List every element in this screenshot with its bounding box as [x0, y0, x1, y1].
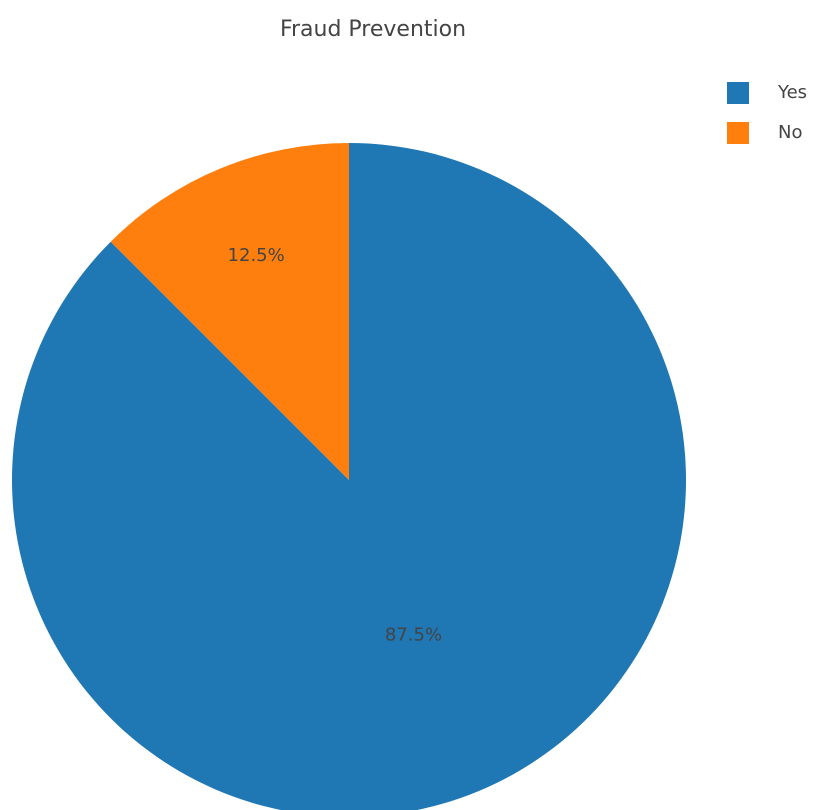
- pie-slice: [110, 143, 349, 480]
- legend-swatch: [727, 122, 749, 144]
- legend-label: No: [778, 122, 802, 143]
- legend-label: Yes: [777, 82, 807, 103]
- slice-label: 12.5%: [228, 245, 285, 266]
- chart-title: Fraud Prevention: [280, 17, 466, 42]
- legend-swatch: [727, 82, 749, 104]
- slice-label: 87.5%: [385, 625, 442, 646]
- pie-slice: [12, 143, 686, 810]
